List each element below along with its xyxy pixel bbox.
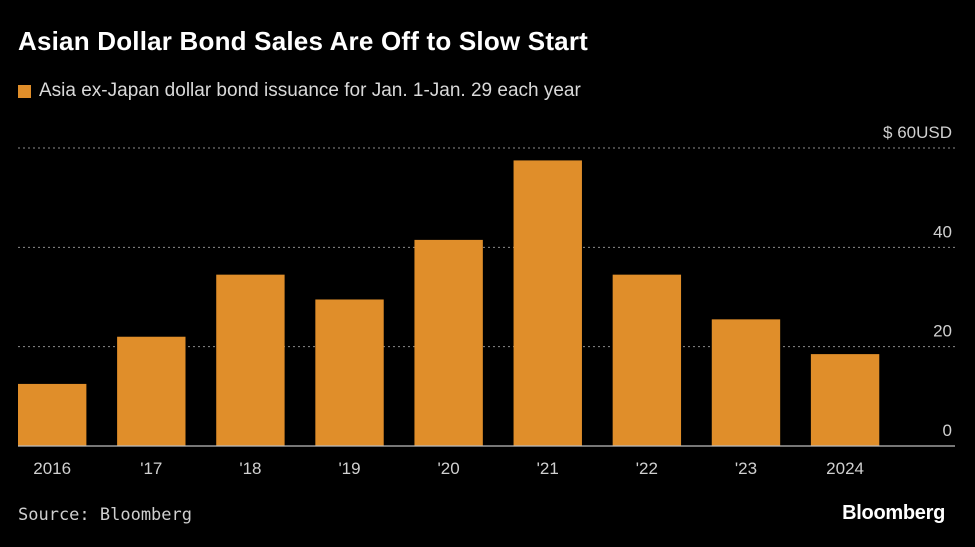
- x-tick-label: '20: [438, 459, 460, 478]
- x-tick-label: '22: [636, 459, 658, 478]
- x-tick-label: '23: [735, 459, 757, 478]
- x-tick-label: 2024: [826, 459, 864, 478]
- bar: [612, 274, 682, 446]
- legend-label: Asia ex-Japan dollar bond issuance for J…: [39, 80, 581, 101]
- source-note: Source: Bloomberg: [18, 505, 192, 525]
- x-tick-label: '19: [338, 459, 360, 478]
- bar: [810, 354, 880, 446]
- x-tick-label: 2016: [33, 459, 71, 478]
- y-tick-label: 0: [943, 421, 952, 440]
- x-tick-label: '18: [239, 459, 261, 478]
- bar: [414, 239, 483, 446]
- bar: [513, 160, 582, 446]
- legend: Asia ex-Japan dollar bond issuance for J…: [18, 80, 581, 102]
- x-tick-label: '17: [140, 459, 162, 478]
- bloomberg-logo: Bloomberg: [842, 502, 945, 524]
- bar: [117, 336, 186, 446]
- y-tick-label: 20: [933, 322, 952, 341]
- x-tick-label: '21: [537, 459, 559, 478]
- y-tick-label: 40: [933, 222, 952, 241]
- chart-title: Asian Dollar Bond Sales Are Off to Slow …: [18, 26, 589, 56]
- bar: [315, 299, 384, 446]
- bar: [711, 319, 781, 446]
- y-tick-label: $ 60USD: [883, 123, 952, 142]
- bar: [18, 383, 87, 446]
- legend-swatch: [18, 84, 31, 98]
- bar: [216, 274, 285, 446]
